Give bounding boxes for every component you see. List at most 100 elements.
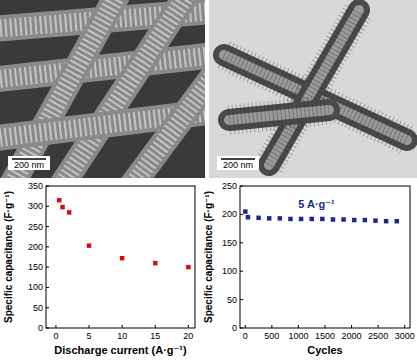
scale-bar-label: 200 nm — [14, 160, 44, 170]
point — [57, 198, 62, 203]
y-tick-label: 0 — [232, 323, 237, 333]
x-tick-label: 500 — [264, 331, 279, 341]
point — [288, 217, 293, 222]
point — [352, 218, 357, 223]
x-tick-label: 2500 — [368, 331, 388, 341]
micrograph-tem: 200 nm — [209, 0, 417, 178]
x-tick — [155, 325, 156, 328]
chart: 050100150200250050010001500200025003000C… — [203, 181, 415, 356]
y-tick-label: 200 — [28, 242, 43, 252]
x-tick-label: 1000 — [288, 331, 308, 341]
point — [267, 216, 272, 221]
y-tick — [240, 242, 243, 243]
point — [373, 218, 378, 223]
nanorod-texture — [130, 60, 205, 178]
nanorod — [0, 55, 205, 80]
y-tick-label: 150 — [28, 262, 43, 272]
scale-bar-label: 200 nm — [223, 160, 253, 170]
x-tick-label: 5 — [87, 331, 92, 341]
micrograph-content — [209, 0, 417, 178]
data-points — [57, 198, 191, 269]
y-tick-label: 250 — [28, 222, 43, 232]
x-axis-label: Cycles — [307, 344, 342, 356]
scale-bar-box — [217, 156, 259, 170]
x-tick-label: 1500 — [315, 331, 335, 341]
nanorod — [130, 60, 205, 178]
nanorod — [10, 0, 120, 178]
y-tick-label: 350 — [28, 181, 43, 191]
point — [278, 216, 283, 221]
point — [299, 217, 304, 222]
x-tick — [325, 325, 326, 328]
y-tick — [46, 246, 49, 247]
point — [341, 217, 346, 222]
annotation: 5 A·g⁻¹ — [298, 198, 335, 210]
y-tick-label: 100 — [222, 266, 237, 276]
point — [384, 219, 389, 224]
nanotube-flakes — [229, 110, 329, 120]
y-tick — [46, 267, 49, 268]
point — [309, 217, 314, 222]
x-tick — [298, 325, 299, 328]
figure: 200 nm200 nm0501001502002503003500510152… — [0, 0, 417, 361]
x-tick — [122, 325, 123, 328]
point — [67, 210, 72, 215]
point — [320, 217, 325, 222]
micrograph-content — [0, 0, 205, 178]
plot-frame — [46, 186, 195, 328]
nanorod-texture — [10, 0, 120, 178]
y-tick — [46, 206, 49, 207]
y-tick-label: 300 — [28, 201, 43, 211]
y-tick-label: 150 — [222, 238, 237, 248]
x-tick-label: 0 — [53, 331, 58, 341]
y-tick — [46, 287, 49, 288]
x-tick-label: 0 — [243, 331, 248, 341]
plot-frame — [240, 186, 410, 328]
nanotube-core — [269, 10, 359, 165]
x-tick — [378, 325, 379, 328]
y-tick — [46, 186, 49, 187]
x-tick — [404, 325, 405, 328]
point — [246, 215, 251, 220]
nanotube-wall — [269, 10, 359, 165]
y-tick — [240, 186, 243, 187]
nanotube-wall — [229, 110, 329, 120]
x-tick — [188, 325, 189, 328]
y-tick-label: 50 — [227, 295, 237, 305]
chart: 0 50 100 150 200 250 300 350 0 5 10 15 20 Discharge c… — [3, 181, 195, 356]
y-tick — [240, 214, 243, 215]
y-tick — [240, 328, 243, 329]
background — [209, 0, 417, 178]
y-tick-label: 100 — [28, 282, 43, 292]
x-tick-label: 10 — [117, 331, 127, 341]
point — [256, 216, 261, 221]
point — [394, 219, 399, 224]
point — [60, 205, 65, 210]
x-tick-label: 2000 — [342, 331, 362, 341]
point — [153, 261, 158, 266]
x-tick — [55, 325, 56, 328]
y-tick — [240, 271, 243, 272]
x-tick — [271, 325, 272, 328]
x-tick — [351, 325, 352, 328]
x-axis-label: Discharge current (A·g⁻¹) — [54, 344, 187, 356]
y-tick — [46, 307, 49, 308]
point — [243, 209, 248, 214]
point — [87, 243, 92, 248]
x-tick-label: 15 — [150, 331, 160, 341]
y-tick — [46, 226, 49, 227]
nanorod-texture — [0, 55, 205, 80]
y-tick-label: 200 — [222, 209, 237, 219]
x-tick — [245, 325, 246, 328]
y-tick-label: 250 — [222, 181, 237, 191]
point — [186, 265, 191, 270]
y-tick-label: 0 — [38, 323, 43, 333]
data-points — [243, 209, 399, 223]
x-tick-label: 3000 — [395, 331, 415, 341]
scale-bar-box — [8, 156, 50, 170]
x-tick — [89, 325, 90, 328]
x-tick-label: 20 — [183, 331, 193, 341]
y-axis-label: Specific capacitance (F·g⁻¹) — [203, 191, 214, 323]
y-tick-label: 50 — [33, 303, 43, 313]
point — [120, 256, 125, 261]
